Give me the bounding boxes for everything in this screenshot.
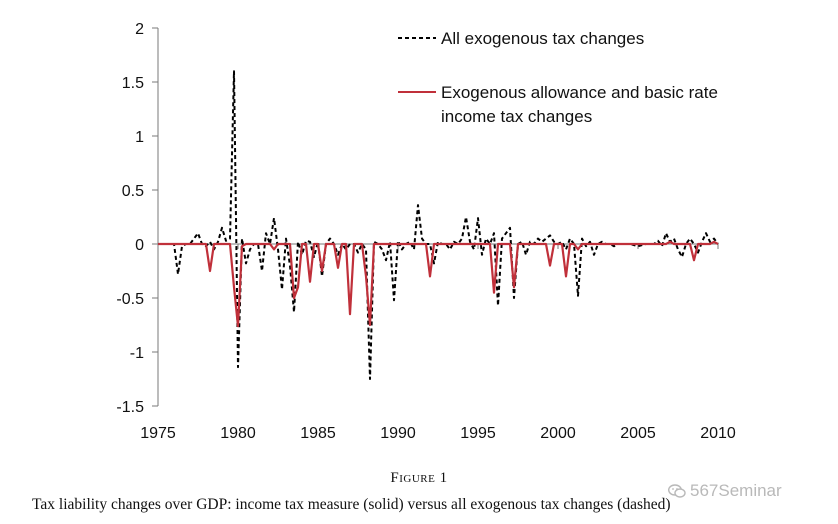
y-tick-label: -1 <box>130 345 144 362</box>
legend-label-allowance-line1: Exogenous allowance and basic rate <box>441 83 718 102</box>
y-tick-label: 0.5 <box>122 183 144 200</box>
x-tick-label: 1975 <box>140 425 176 442</box>
figure-title: Figure 1 <box>390 470 448 486</box>
wechat-icon <box>668 484 686 498</box>
x-tick-label: 2000 <box>540 425 576 442</box>
y-tick-label: 0 <box>135 237 144 254</box>
legend-label-allowance-line2: income tax changes <box>441 107 592 126</box>
x-tick-label: 2010 <box>700 425 736 442</box>
y-tick-label: 1.5 <box>122 75 144 92</box>
watermark-text: 567Seminar <box>690 481 782 500</box>
x-tick-label: 1990 <box>380 425 416 442</box>
y-tick-labels: 2 1.5 1 0.5 0 -0.5 -1 -1.5 <box>116 21 144 416</box>
legend: All exogenous tax changes Exogenous allo… <box>398 29 718 126</box>
legend-label-all-exogenous: All exogenous tax changes <box>441 29 644 48</box>
x-tick-labels: 1975 1980 1985 1990 1995 2000 2005 2010 <box>140 425 736 442</box>
watermark: 567Seminar <box>668 481 782 501</box>
line-chart: 2 1.5 1 0.5 0 -0.5 -1 -1.5 1975 1980 1985 1990 1995… <box>116 21 736 442</box>
figure-caption: Tax liability changes over GDP: income t… <box>32 496 671 513</box>
y-tick-label: -0.5 <box>116 291 144 308</box>
y-tick-label: -1.5 <box>116 399 144 416</box>
x-tick-label: 1995 <box>460 425 496 442</box>
series-line-all-exogenous <box>158 70 719 380</box>
y-tick-label: 1 <box>135 129 144 146</box>
x-tick-label: 1980 <box>220 425 256 442</box>
y-tick-label: 2 <box>135 21 144 38</box>
series-line-allowance-basic-rate <box>158 240 719 328</box>
x-tick-label: 1985 <box>300 425 336 442</box>
series-layer <box>158 70 719 380</box>
x-tick-label: 2005 <box>620 425 656 442</box>
